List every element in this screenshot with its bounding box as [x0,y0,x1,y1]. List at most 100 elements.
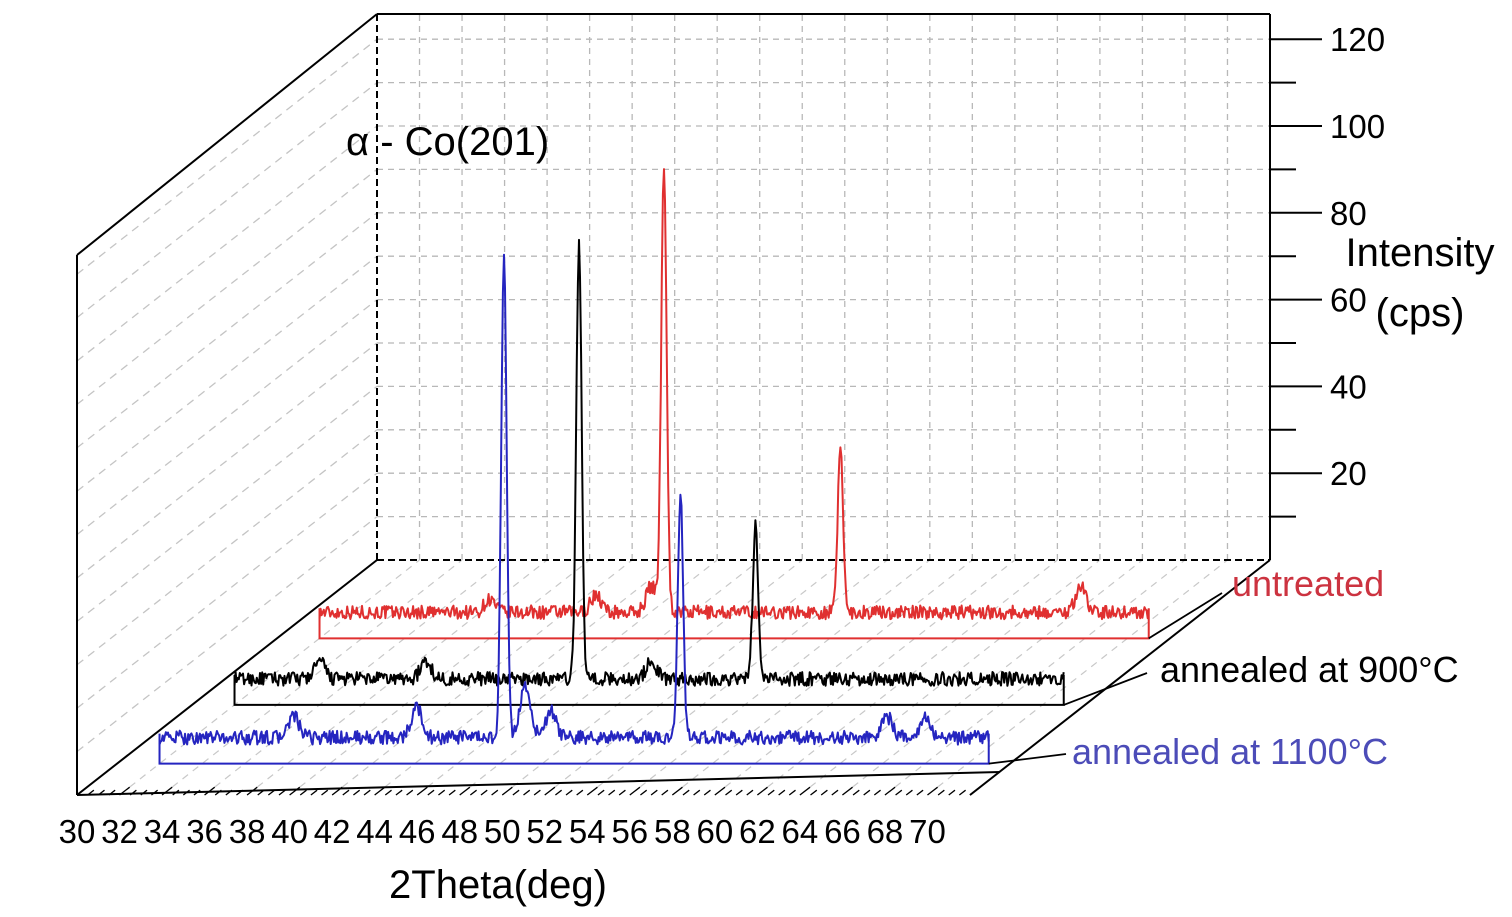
x-tick [182,789,190,796]
x-tick [948,789,956,796]
x-tick-label: 48 [441,813,478,850]
x-tick-label: 38 [229,813,266,850]
x-tick [172,789,180,796]
x-tick [703,789,711,796]
x-tick [76,786,88,796]
grid-line-side [76,385,378,622]
legend-annealed-1100: annealed at 1100°C [1072,731,1388,772]
floor-left-edge [76,559,378,796]
x-tick [661,789,669,796]
x-tick [267,789,275,796]
x-tick [87,789,95,796]
grid-line-floor [799,559,1101,796]
x-tick [969,786,981,796]
grid-line-side [76,212,378,449]
x-tick [108,789,116,796]
x-tick [469,789,477,796]
grid-line-side [76,38,378,275]
x-tick-label: 40 [271,813,308,850]
x-tick [204,786,216,796]
y-tick-label: 60 [1330,282,1367,319]
x-tick [767,789,775,796]
x-tick [863,789,871,796]
grid-line-side [76,125,378,362]
x-tick [725,789,733,796]
x-tick-label: 64 [782,813,819,850]
x-tick [342,789,350,796]
x-tick [225,789,233,796]
floor-right-edge [969,559,1271,796]
y-tick-label: 20 [1330,455,1367,492]
grid-line-floor [714,559,1016,796]
x-tick [438,789,446,796]
series-line [233,238,1065,687]
grid-line-side [76,168,378,405]
grid-line-floor [459,559,761,796]
x-tick [97,789,105,796]
x-tick [533,789,541,796]
x-tick-label: 30 [59,813,96,850]
x-tick [161,786,173,796]
series-label-leader [1063,672,1148,706]
series-baseline [318,608,1150,640]
grid-line-floor [246,559,548,796]
x-tick [523,789,531,796]
grid-line-side [76,516,378,753]
x-tick [693,789,701,796]
grid-line-side [76,255,378,492]
x-tick [671,786,683,796]
grid-line-floor [842,559,1143,796]
x-tick [384,789,392,796]
series-baseline [158,733,990,765]
x-tick [480,789,488,796]
x-tick-label: 70 [909,813,946,850]
series-label-leader [988,753,1067,765]
x-tick-label: 42 [314,813,351,850]
x-tick-label: 58 [654,813,691,850]
x-tick-label: 44 [356,813,393,850]
grid-line-floor [501,559,803,796]
grid-line-floor [544,559,846,796]
x-tick [788,789,796,796]
x-tick [905,789,913,796]
x-tick [395,789,403,796]
ticks-layer: 30 32 34 36 38 40 42 44 46 48 50 52 54 56 58 60 62 64 66 68… [59,21,1385,850]
x-tick [140,789,148,796]
grid-line-floor [374,559,676,796]
x-tick [459,786,471,796]
x-tick [650,789,658,796]
grid-line-floor [927,559,1228,796]
x-tick [406,789,414,796]
x-tick [565,789,573,796]
grid-line-side [76,472,378,709]
grid-line-side [76,429,378,666]
legend-untreated: untreated [1232,563,1384,604]
x-tick-label: 32 [101,813,138,850]
x-tick-label: 34 [144,813,181,850]
x-tick-label: 54 [569,813,606,850]
x-tick [310,789,318,796]
x-tick [257,789,265,796]
x-tick [363,789,371,796]
x-tick [958,789,967,796]
x-tick [353,789,361,796]
x-tick [374,786,386,796]
side-top-edge [76,13,378,256]
x-tick [831,789,839,796]
x-tick [735,789,743,796]
grid-line-floor [586,559,888,796]
x-tick [895,789,903,796]
y-axis-label-line-2: (cps) [1376,291,1465,335]
x-tick [193,789,201,796]
grid-line-floor [629,559,931,796]
y-tick-label: 40 [1330,368,1367,405]
x-tick-label: 62 [739,813,776,850]
x-tick [608,789,616,796]
x-tick [236,789,244,796]
x-tick [873,789,881,796]
x-axis-label: 2Theta(deg) [389,863,607,907]
x-tick [214,789,222,796]
y-tick-label: 80 [1330,195,1367,232]
y-tick-label: 120 [1330,21,1385,58]
